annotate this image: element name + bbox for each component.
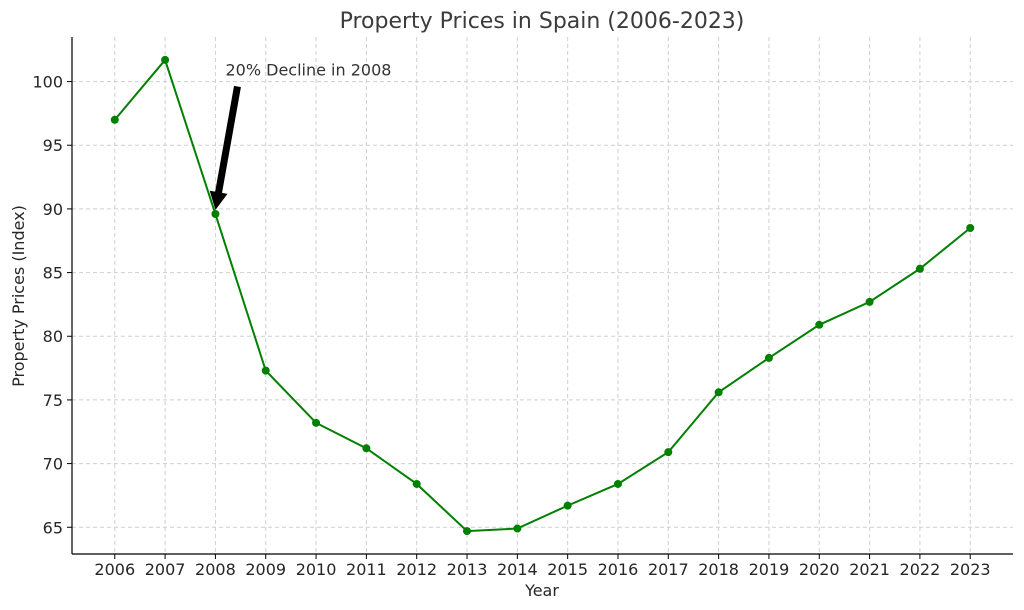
y-axis-ticks: 65 70 75 80 85 90 95 100 — [32, 73, 72, 537]
x-tick-label: 2014 — [497, 560, 538, 579]
axes — [71, 37, 1013, 555]
data-point — [563, 501, 572, 510]
x-tick-label: 2009 — [245, 560, 286, 579]
x-tick-label: 2013 — [447, 560, 488, 579]
annotation: 20% Decline in 2008 — [209, 60, 391, 211]
data-point — [815, 320, 824, 329]
x-tick-label: 2010 — [296, 560, 337, 579]
y-tick-label: 75 — [43, 391, 63, 410]
x-axis-label: Year — [524, 581, 559, 600]
y-axis-label: Property Prices (Index) — [9, 205, 28, 387]
x-tick-label: 2015 — [547, 560, 588, 579]
data-point — [966, 224, 975, 233]
data-point — [261, 366, 270, 375]
x-tick-label: 2016 — [598, 560, 639, 579]
data-point — [513, 524, 522, 533]
chart-title: Property Prices in Spain (2006-2023) — [340, 9, 745, 34]
series-layer — [110, 55, 975, 536]
x-tick-label: 2012 — [396, 560, 437, 579]
data-point — [362, 444, 371, 453]
x-axis-ticks: 2006 2007 2008 2009 2010 2011 2012 2013 2014 2015… — [94, 554, 991, 579]
data-point — [211, 210, 220, 219]
data-point — [915, 264, 924, 273]
x-tick-label: 2018 — [698, 560, 739, 579]
x-tick-label: 2017 — [648, 560, 689, 579]
annotation-arrow — [209, 85, 241, 211]
y-tick-label: 80 — [43, 327, 63, 346]
y-tick-label: 70 — [43, 455, 63, 474]
y-tick-label: 85 — [43, 264, 63, 283]
data-point — [714, 388, 723, 397]
x-tick-label: 2006 — [94, 560, 135, 579]
data-point — [110, 115, 119, 124]
y-tick-label: 95 — [43, 136, 63, 155]
x-tick-label: 2020 — [799, 560, 840, 579]
annotation-text: 20% Decline in 2008 — [225, 60, 391, 79]
x-tick-label: 2023 — [950, 560, 991, 579]
x-tick-label: 2011 — [346, 560, 387, 579]
series-line — [114, 57, 971, 533]
x-tick-label: 2021 — [849, 560, 890, 579]
data-point — [764, 353, 773, 362]
x-tick-label: 2008 — [195, 560, 236, 579]
data-point — [161, 55, 170, 64]
data-point — [613, 479, 622, 488]
data-point — [412, 479, 421, 488]
data-point — [664, 448, 673, 457]
y-tick-label: 100 — [32, 73, 63, 92]
x-tick-label: 2007 — [145, 560, 186, 579]
data-point — [312, 418, 321, 427]
grid-lines — [72, 37, 1013, 554]
x-tick-label: 2022 — [900, 560, 941, 579]
data-point — [865, 297, 874, 306]
x-tick-label: 2019 — [749, 560, 790, 579]
data-point — [463, 527, 472, 536]
y-tick-label: 90 — [43, 200, 63, 219]
y-tick-label: 65 — [43, 518, 63, 537]
